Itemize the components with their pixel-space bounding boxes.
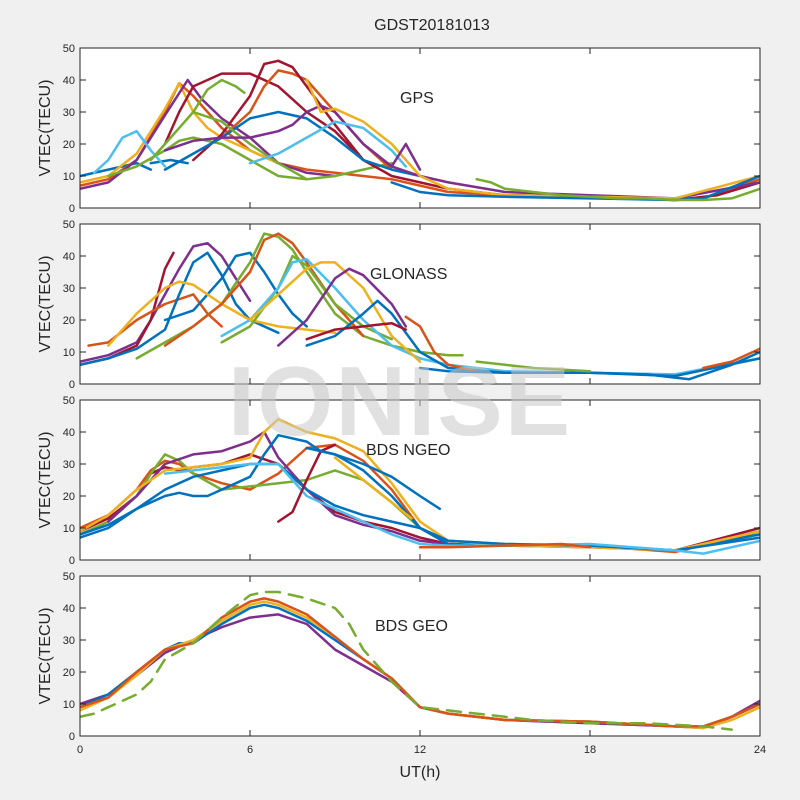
series-line-3 (80, 597, 760, 728)
x-tick-label: 24 (754, 744, 766, 756)
series-line-17 (702, 347, 760, 370)
y-tick-label: 40 (63, 603, 75, 615)
series-line-8 (277, 443, 337, 523)
x-tick-label: 12 (414, 744, 426, 756)
x-tick-label: 6 (247, 744, 253, 756)
series-line-9 (305, 446, 442, 511)
series-group (80, 232, 760, 381)
series-line-15 (418, 350, 760, 381)
y-tick-label: 0 (69, 379, 75, 391)
y-axis-label: VTEC(TECU) (37, 608, 54, 705)
y-tick-label: 30 (63, 107, 75, 119)
series-line-12 (149, 110, 308, 181)
series-line-5 (107, 280, 337, 347)
y-tick-label: 10 (63, 347, 75, 359)
series-line-16 (390, 142, 422, 171)
y-axis-label: VTEC(TECU) (37, 256, 54, 353)
y-tick-label: 30 (63, 459, 75, 471)
y-tick-label: 40 (63, 251, 75, 263)
series-line-11 (418, 542, 592, 549)
series-group (80, 590, 760, 731)
series-line-7 (163, 462, 760, 555)
plot-area (80, 48, 760, 208)
y-axis-label: VTEC(TECU) (37, 432, 54, 529)
y-tick-label: 50 (63, 219, 75, 231)
panel-label: BDS NGEO (366, 442, 450, 459)
y-tick-label: 0 (69, 731, 75, 743)
y-tick-label: 40 (63, 75, 75, 87)
y-tick-label: 30 (63, 635, 75, 647)
series-line-1 (149, 158, 189, 165)
panel-label: BDS GEO (375, 618, 448, 635)
series-line-4 (163, 251, 308, 328)
series-line-16 (475, 360, 592, 373)
y-tick-label: 10 (63, 523, 75, 535)
plot-area (80, 576, 760, 736)
series-line-13 (404, 315, 478, 373)
series-line-6 (92, 129, 167, 175)
series-line-4 (80, 590, 733, 731)
series-line-2 (87, 293, 223, 347)
y-tick-label: 20 (63, 139, 75, 151)
y-tick-label: 20 (63, 667, 75, 679)
panel-1: 0 10 20 30 40 50 VTEC(TECU) GLONASS (37, 219, 761, 391)
series-group (80, 59, 760, 202)
y-tick-label: 10 (63, 699, 75, 711)
series-line-11 (163, 110, 422, 178)
y-tick-label: 50 (63, 395, 75, 407)
series-line-3 (80, 251, 280, 367)
series-line-17 (390, 174, 760, 202)
series-line-10 (248, 261, 422, 363)
panel-2: 0 10 20 30 40 50 VTEC(TECU) BDS NGEO (37, 395, 761, 567)
y-tick-label: 40 (63, 427, 75, 439)
series-line-11 (277, 267, 408, 347)
panel-label: GPS (400, 90, 434, 107)
x-axis-label: UT(h) (400, 764, 441, 781)
panel-label: GLONASS (370, 266, 447, 283)
panels: 0 10 20 30 40 50 VTEC(TECU) GPS 0 10 20 30 40 50 VTEC(… (37, 43, 766, 756)
x-tick-label: 18 (584, 744, 596, 756)
plot-area (80, 400, 760, 560)
y-tick-label: 0 (69, 203, 75, 215)
panel-3: 0 10 20 30 40 50 0 6 12 18 24 VTEC(TECU) BDS GEO (37, 571, 766, 756)
y-tick-label: 0 (69, 555, 75, 567)
y-tick-label: 10 (63, 171, 75, 183)
series-line-14 (248, 120, 408, 168)
x-tick-label: 0 (77, 744, 83, 756)
y-tick-label: 20 (63, 491, 75, 503)
series-line-14 (305, 321, 408, 341)
series-line-18 (475, 177, 760, 202)
y-tick-label: 50 (63, 571, 75, 583)
y-tick-label: 20 (63, 315, 75, 327)
panel-0: 0 10 20 30 40 50 VTEC(TECU) GPS (37, 43, 761, 215)
y-axis-label: VTEC(TECU) (37, 80, 54, 177)
series-line-5 (107, 136, 393, 181)
series-group (80, 417, 760, 555)
series-line-8 (192, 78, 246, 114)
figure-title: GDST20181013 (374, 17, 490, 34)
series-line-0 (80, 241, 252, 363)
y-tick-label: 50 (63, 43, 75, 55)
y-tick-label: 30 (63, 283, 75, 295)
series-line-10 (333, 456, 413, 520)
